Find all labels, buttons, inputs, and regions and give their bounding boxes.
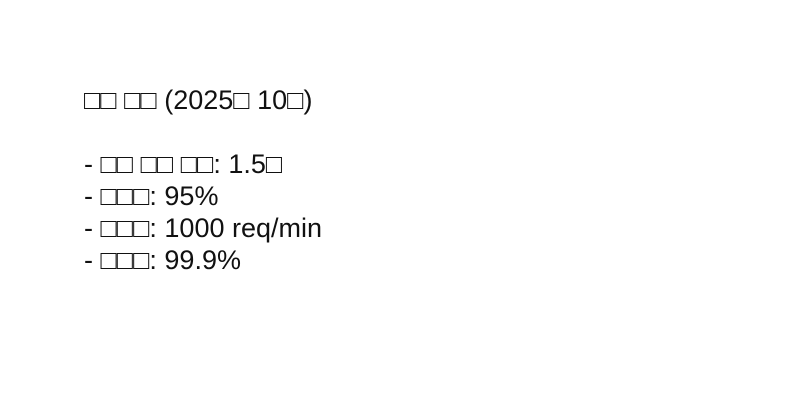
list-item: - □□□: 99.9% bbox=[84, 245, 241, 275]
list-item: - □□□: 1000 req/min bbox=[84, 213, 323, 243]
metrics-list: - □□ □□ □□: 1.5□ - □□□: 95% - □□□: 1000 … bbox=[84, 148, 322, 276]
list-item: - □□ □□ □□: 1.5□ bbox=[84, 149, 283, 179]
document-title: □□ □□ (2025□ 10□) bbox=[84, 85, 313, 115]
list-item: - □□□: 95% bbox=[84, 181, 219, 211]
